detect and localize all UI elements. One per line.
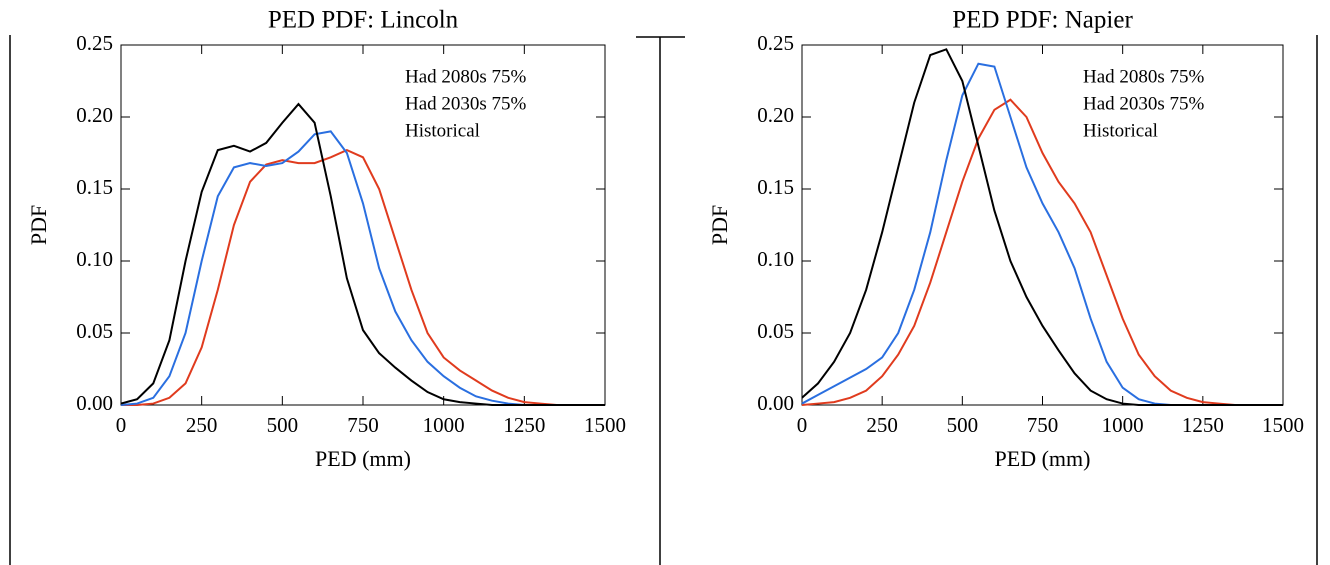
- y-axis-label: PDF: [26, 205, 51, 245]
- chart-title: PED PDF: Napier: [952, 7, 1133, 34]
- series-line: [801, 62, 1283, 406]
- series-line: [801, 98, 1283, 406]
- x-tick-label: 250: [186, 413, 218, 437]
- x-tick-label: 750: [1027, 413, 1059, 437]
- x-tick-label: 750: [347, 413, 379, 437]
- legend-label: Had 2080s 75%: [1083, 66, 1205, 87]
- y-tick-label: 0.20: [757, 103, 794, 127]
- series-line: [121, 149, 605, 406]
- x-tick-label: 1000: [1102, 413, 1144, 437]
- x-axis-label: PED (mm): [995, 446, 1091, 471]
- x-tick-label: 1250: [503, 413, 545, 437]
- y-tick-label: 0.00: [757, 391, 794, 415]
- legend-label: Historical: [405, 120, 480, 141]
- series-line: [801, 48, 1283, 406]
- y-tick-label: 0.25: [757, 31, 794, 55]
- x-tick-label: 500: [947, 413, 979, 437]
- x-tick-label: 0: [797, 413, 808, 437]
- x-tick-label: 1250: [1182, 413, 1224, 437]
- y-tick-label: 0.25: [76, 31, 113, 55]
- x-axis-label: PED (mm): [315, 446, 411, 471]
- legend-label: Historical: [1083, 120, 1158, 141]
- y-tick-label: 0.10: [757, 247, 794, 271]
- y-tick-label: 0.10: [76, 247, 113, 271]
- y-axis-label: PDF: [707, 205, 732, 245]
- x-tick-label: 1000: [423, 413, 465, 437]
- x-tick-label: 0: [116, 413, 127, 437]
- legend-label: Had 2080s 75%: [405, 66, 527, 87]
- y-tick-label: 0.15: [757, 175, 794, 199]
- chart-title: PED PDF: Lincoln: [268, 7, 459, 34]
- y-tick-label: 0.05: [757, 319, 794, 343]
- legend-label: Had 2030s 75%: [405, 93, 527, 114]
- x-tick-label: 1500: [1262, 413, 1304, 437]
- legend-label: Had 2030s 75%: [1083, 93, 1205, 114]
- series-line: [120, 102, 605, 406]
- x-tick-label: 1500: [584, 413, 626, 437]
- y-tick-label: 0.00: [76, 391, 113, 415]
- y-tick-label: 0.20: [76, 103, 113, 127]
- x-tick-label: 250: [866, 413, 898, 437]
- x-tick-label: 500: [267, 413, 299, 437]
- y-tick-label: 0.15: [76, 175, 113, 199]
- y-tick-label: 0.05: [76, 319, 113, 343]
- plot-frame: [801, 44, 1284, 406]
